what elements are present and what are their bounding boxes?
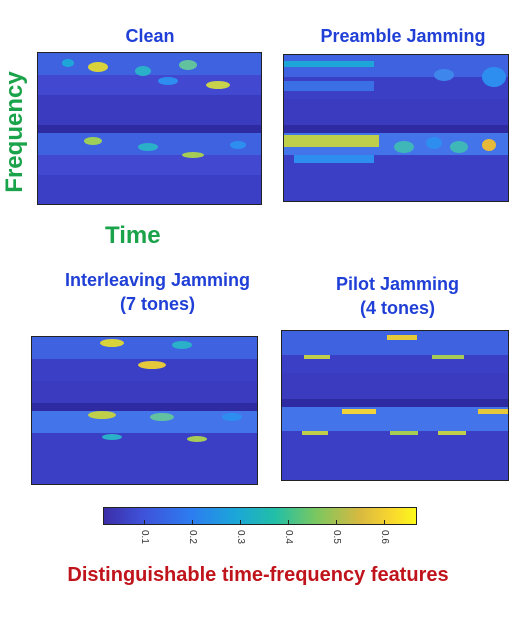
title-clean: Clean	[125, 26, 175, 46]
frequency-axis-label: Frequency	[1, 71, 28, 193]
colorbar-tick-mark	[336, 520, 337, 525]
colorbar-tick-label: 0.2	[187, 530, 198, 544]
title-preamble: Preamble Jamming	[320, 26, 486, 46]
spectrogram-clean	[37, 52, 262, 205]
colorbar-tick-label: 0.1	[139, 530, 150, 544]
colorbar-tick-label: 0.5	[331, 530, 342, 544]
spectrogram-pilot-image	[282, 331, 508, 480]
title-line: (4 tones)	[359, 298, 435, 318]
spectrogram-clean-image	[38, 53, 261, 204]
spectrogram-interleaving-image	[32, 337, 257, 484]
spectrogram-preamble	[283, 54, 509, 202]
title-line: (7 tones)	[119, 294, 195, 314]
colorbar-tick-mark	[144, 520, 145, 525]
colorbar	[103, 507, 417, 525]
colorbar-tick-label: 0.4	[283, 530, 294, 544]
title-pilot: Pilot Jamming (4 tones)	[300, 272, 495, 320]
spectrogram-preamble-image	[284, 55, 508, 201]
colorbar-tick-mark	[288, 520, 289, 525]
title-interleaving: Interleaving Jamming (7 tones)	[40, 268, 275, 316]
colorbar-tick-mark	[240, 520, 241, 525]
spectrogram-pilot	[281, 330, 509, 481]
caption: Distinguishable time-frequency features	[67, 564, 449, 586]
colorbar-tick-mark	[192, 520, 193, 525]
title-line: Pilot Jamming	[335, 274, 460, 294]
colorbar-tick-label: 0.3	[235, 530, 246, 544]
colorbar-tick-label: 0.6	[379, 530, 390, 544]
time-axis-label: Time	[105, 222, 161, 249]
colorbar-tick-mark	[384, 520, 385, 525]
spectrogram-interleaving	[31, 336, 258, 485]
title-line: Interleaving Jamming	[64, 270, 251, 290]
